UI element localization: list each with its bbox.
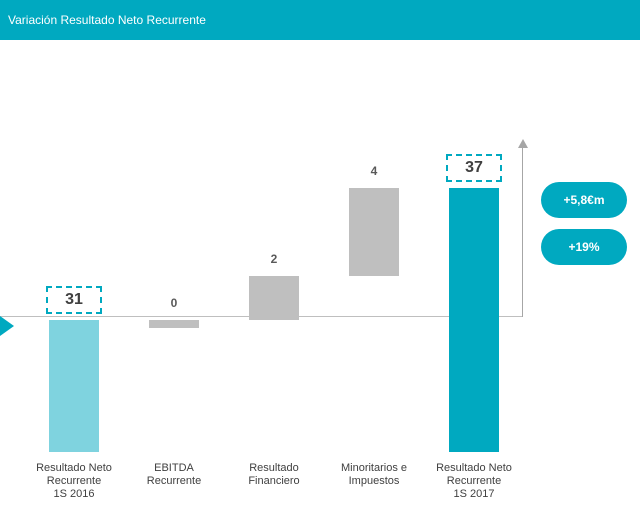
value-label: 0 — [170, 296, 178, 310]
header: Variación Resultado Neto Recurrente — [0, 0, 640, 40]
annotation-bubble: +19% — [541, 229, 627, 265]
category-label: Resultado Financiero — [248, 462, 300, 487]
value-label: 2 — [270, 252, 278, 266]
value-label: 4 — [370, 164, 378, 178]
arrow-head — [518, 139, 528, 148]
category-label: Resultado Neto Recurrente 1S 2017 — [436, 462, 512, 500]
arrow-shaft — [522, 146, 523, 317]
bar — [449, 188, 499, 452]
bar — [349, 188, 399, 276]
annotation-bubble: +5,8€m — [541, 182, 627, 218]
category-label: Resultado Neto Recurrente 1S 2016 — [36, 462, 112, 500]
bar — [249, 276, 299, 320]
pointer — [0, 316, 14, 336]
bar — [149, 320, 199, 328]
bar — [49, 320, 99, 452]
category-label: EBITDA Recurrente — [146, 462, 202, 487]
category-label: Minoritarios e Impuestos — [340, 462, 408, 487]
value-label: 31 — [46, 286, 102, 314]
value-label: 37 — [446, 154, 502, 182]
